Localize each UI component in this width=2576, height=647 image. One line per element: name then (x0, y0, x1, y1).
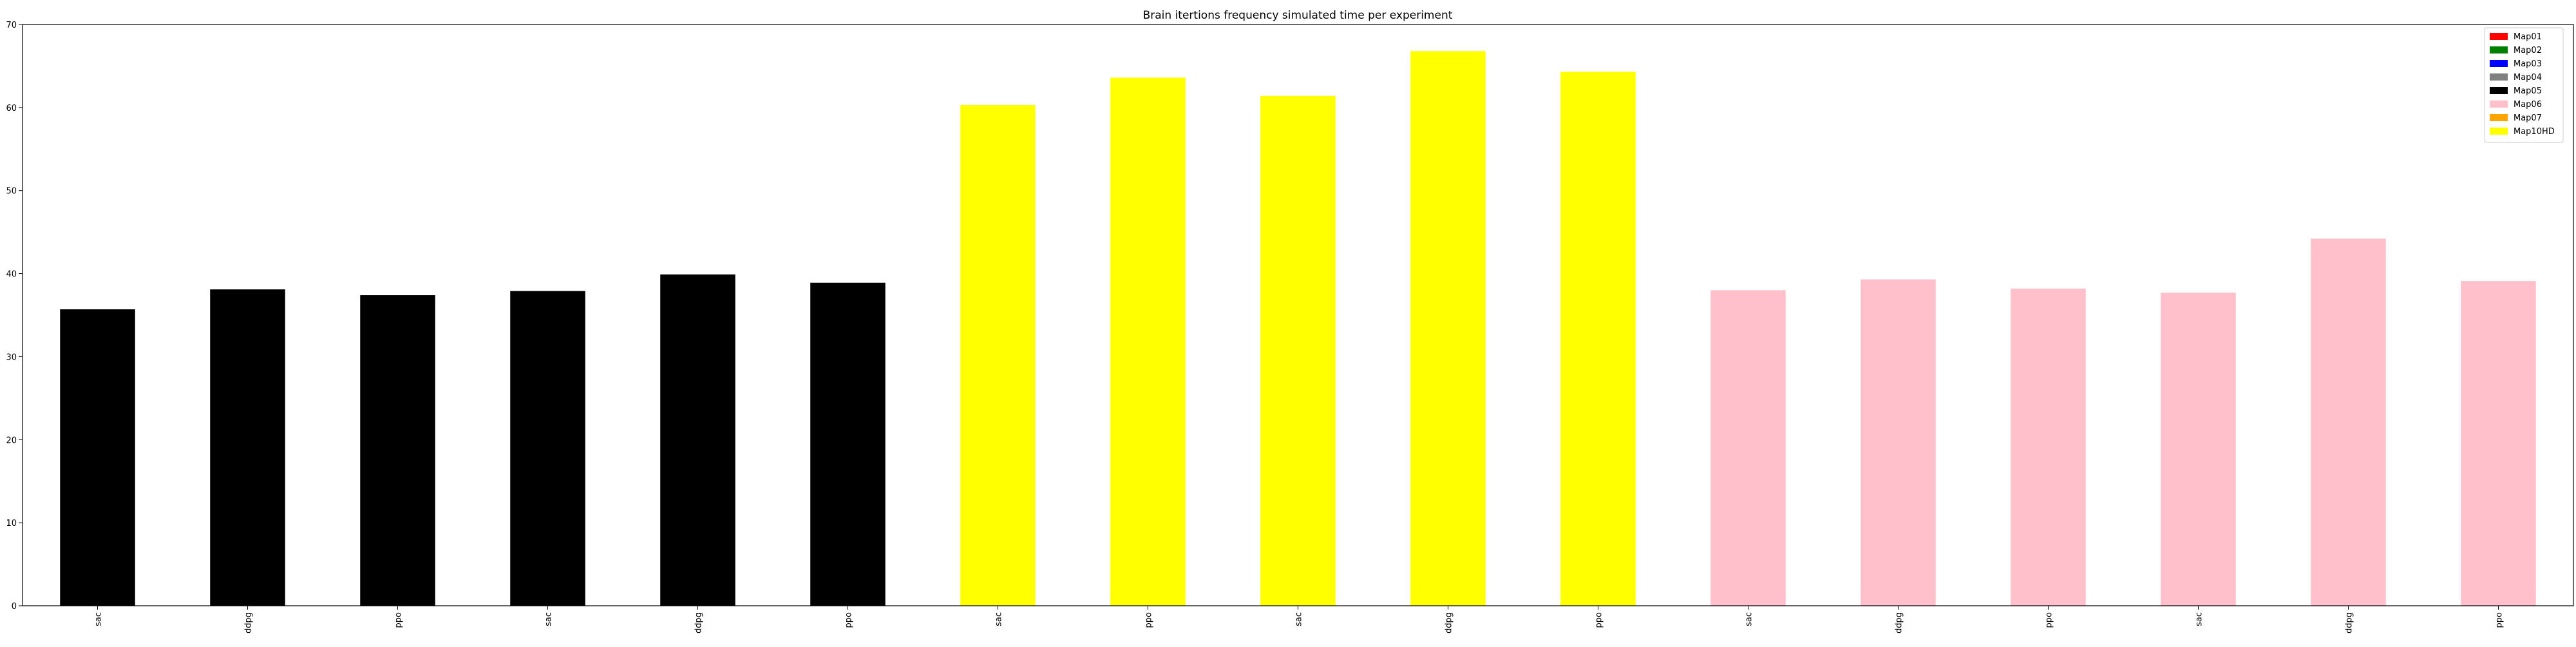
x-tick-label: ddpg (2345, 612, 2354, 633)
bar-4 (510, 291, 585, 606)
bar-10 (1410, 51, 1486, 606)
legend-box (2484, 27, 2564, 143)
bar-6 (810, 282, 886, 606)
y-tick-label: 10 (6, 519, 17, 528)
bar-13 (1861, 279, 1936, 606)
x-tick-label: ppo (394, 612, 404, 628)
bar-16 (2311, 238, 2386, 606)
x-tick-label: ppo (844, 612, 854, 628)
legend-swatch (2490, 73, 2508, 81)
bar-9 (1260, 95, 1336, 606)
legend: Map01 Map02 Map03 Map04 Map05 Map06 Map07 Map10… (2484, 27, 2564, 143)
y-tick-label: 70 (6, 21, 17, 30)
legend-label: Map02 (2514, 46, 2542, 55)
legend-label: Map07 (2514, 113, 2542, 123)
bar-15 (2161, 293, 2236, 606)
bar-1 (60, 309, 135, 606)
bar-2 (210, 289, 285, 606)
y-tick-label: 20 (6, 436, 17, 445)
legend-swatch (2490, 46, 2508, 53)
legend-swatch (2490, 128, 2508, 135)
legend-swatch (2490, 60, 2508, 67)
x-tick-label: ppo (2495, 612, 2505, 628)
bar-3 (360, 295, 435, 606)
x-tick-label: ddpg (694, 612, 704, 633)
bar-17 (2461, 281, 2536, 606)
legend-label: Map04 (2514, 73, 2542, 82)
legend-swatch (2490, 101, 2508, 108)
y-tick-label: 0 (12, 602, 17, 612)
legend-label: Map03 (2514, 59, 2542, 69)
x-tick-label: sac (1745, 612, 1754, 626)
legend-label: Map05 (2514, 86, 2542, 96)
x-tick-label: ppo (1595, 612, 1604, 628)
x-tick-label: sac (2195, 612, 2204, 626)
y-tick-label: 50 (6, 187, 17, 197)
y-tick-label: 30 (6, 352, 17, 362)
chart-title: Brain itertions frequency simulated time… (1143, 9, 1453, 22)
x-tick-label: sac (94, 612, 104, 626)
bar-12 (1710, 290, 1786, 606)
legend-swatch (2490, 114, 2508, 121)
x-tick-label: ddpg (1444, 612, 1454, 633)
x-tick-label: ddpg (1895, 612, 1904, 633)
bar-5 (660, 274, 735, 606)
legend-label: Map01 (2514, 32, 2542, 42)
legend-label: Map10HD (2514, 127, 2555, 137)
legend-label: Map06 (2514, 100, 2542, 110)
legend-swatch (2490, 87, 2508, 94)
y-tick-label: 40 (6, 270, 17, 280)
bar-7 (960, 104, 1036, 606)
bar-11 (1560, 72, 1636, 606)
x-tick-label: sac (1294, 612, 1304, 626)
bars-layer (60, 51, 2536, 606)
x-tick-label: ppo (1144, 612, 1154, 628)
x-tick-label: sac (994, 612, 1004, 626)
x-tick-label: ppo (2045, 612, 2054, 628)
y-tick-label: 60 (6, 104, 17, 113)
bar-14 (2011, 288, 2086, 606)
x-tick-label: sac (544, 612, 554, 626)
bar-8 (1110, 77, 1186, 606)
x-tick-label: ddpg (244, 612, 254, 633)
axes-layer: 0 10 20 30 40 50 60 70 sac ddpg ppo sac ddpg ppo sac pp… (6, 21, 2574, 633)
legend-swatch (2490, 33, 2508, 40)
